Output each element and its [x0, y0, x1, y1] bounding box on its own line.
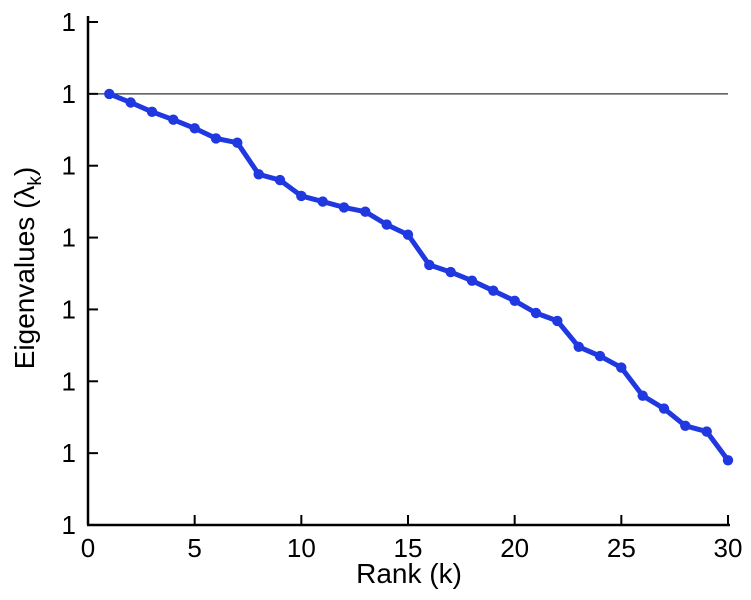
data-point-marker: [722, 455, 734, 466]
x-tick-label: 10: [287, 533, 316, 563]
data-point-marker: [210, 133, 222, 144]
x-tick-label: 30: [714, 533, 743, 563]
data-point-marker: [594, 350, 606, 362]
y-tick-label: 1: [62, 438, 76, 468]
data-point-marker: [573, 341, 584, 352]
data-point-marker: [189, 123, 200, 134]
y-tick-label: 1: [62, 79, 76, 109]
data-point-marker: [317, 196, 328, 207]
x-tick-label: 0: [81, 533, 95, 563]
y-tick-label: 1: [62, 7, 76, 37]
data-point-marker: [616, 362, 627, 373]
data-point-marker: [424, 259, 435, 271]
data-point-marker: [104, 88, 115, 100]
data-point-marker: [466, 275, 478, 286]
data-point-marker: [701, 426, 712, 437]
data-point-marker: [488, 285, 499, 296]
y-axis-label: Eigenvalues (λk): [9, 167, 47, 370]
x-tick-label: 5: [187, 533, 201, 563]
data-point-marker: [125, 97, 136, 108]
data-point-marker: [253, 169, 264, 180]
y-axis-label-text: Eigenvalues (λ: [9, 185, 41, 370]
x-tick-label: 15: [394, 533, 423, 563]
data-point-marker: [552, 315, 563, 327]
data-point-marker: [658, 403, 670, 414]
data-point-marker: [680, 420, 691, 431]
data-point-marker: [296, 190, 307, 202]
y-tick-label: 1: [62, 366, 76, 396]
y-tick-label: 1: [62, 223, 76, 253]
y-tick-label: 1: [62, 510, 76, 540]
data-point-marker: [274, 174, 286, 186]
data-point-marker: [509, 295, 520, 306]
y-axis-label-close: ): [9, 166, 41, 177]
data-point-marker: [360, 206, 371, 217]
x-tick-label: 20: [500, 533, 529, 563]
data-point-marker: [637, 390, 648, 401]
x-axis-label: Rank (k): [88, 558, 730, 590]
x-axis-label-text: Rank (k): [356, 558, 462, 589]
y-tick-label: 1: [62, 151, 76, 181]
data-point-marker: [402, 229, 414, 240]
data-point-marker: [381, 219, 392, 230]
data-point-marker: [445, 266, 456, 278]
y-tick-label: 1: [62, 294, 76, 324]
data-point-marker: [168, 114, 179, 125]
data-point-marker: [338, 202, 350, 213]
data-point-marker: [530, 307, 542, 319]
data-point-marker: [146, 106, 158, 118]
data-line: [106, 91, 731, 463]
y-axis-label-subscript: k: [24, 176, 46, 186]
data-point-marker: [232, 137, 243, 148]
x-tick-label: 25: [607, 533, 636, 563]
